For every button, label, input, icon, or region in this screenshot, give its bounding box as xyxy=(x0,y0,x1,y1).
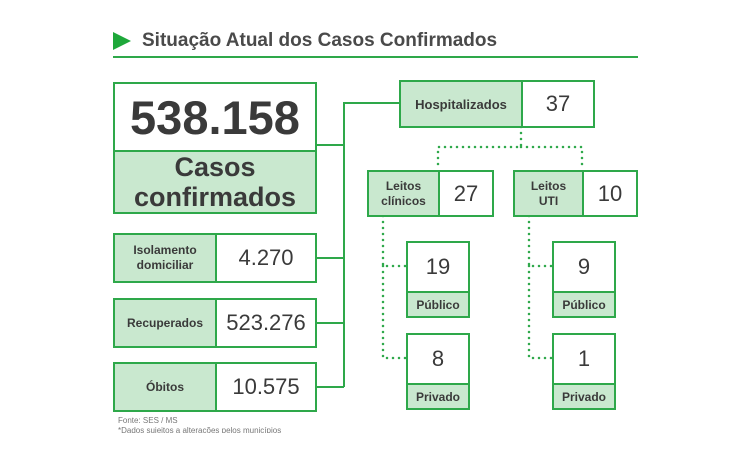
clinical-private-value: 8 xyxy=(431,346,445,371)
isolation-label: Isolamento domiciliar xyxy=(115,235,217,281)
hospitalized-value: 37 xyxy=(545,91,571,116)
deaths-card: Óbitos 10.575 xyxy=(113,362,317,412)
icu-private-label: Privado xyxy=(554,383,614,408)
icu-private-value: 1 xyxy=(577,346,591,371)
dotted-clinical-private xyxy=(381,264,408,360)
recovered-card: Recuperados 523.276 xyxy=(113,298,317,348)
dotted-uti-private xyxy=(527,264,554,360)
total-cases-label-line1: Casos xyxy=(174,152,256,182)
isolation-label-line2: domiciliar xyxy=(136,258,194,272)
deaths-label: Óbitos xyxy=(115,364,217,410)
clinical-beds-label: Leitos clínicos xyxy=(369,172,440,215)
icu-beds-card: Leitos UTI 10 xyxy=(513,170,638,217)
triangle-right-icon xyxy=(113,32,131,50)
isolation-card: Isolamento domiciliar 4.270 xyxy=(113,233,317,283)
clinical-beds-value: 27 xyxy=(453,180,479,206)
page-title: Situação Atual dos Casos Confirmados xyxy=(142,30,498,51)
isolation-label-line1: Isolamento xyxy=(133,243,197,257)
total-cases-label: Casos confirmados xyxy=(115,150,315,212)
icu-beds-label-line1: Leitos xyxy=(530,178,567,193)
icu-public-label: Público xyxy=(554,291,614,316)
icu-beds-label-line2: UTI xyxy=(538,193,559,208)
icu-beds-value: 10 xyxy=(597,180,623,206)
dotted-clinical-public xyxy=(381,214,408,268)
recovered-label: Recuperados xyxy=(115,300,217,346)
icu-private-card: 1 Privado xyxy=(552,333,616,410)
clinical-public-card: 19 Público xyxy=(406,241,470,318)
clinical-private-card: 8 Privado xyxy=(406,333,470,410)
total-cases-label-line2: confirmados xyxy=(133,182,297,212)
deaths-value: 10.575 xyxy=(232,374,300,399)
total-cases-card: 538.158 Casos confirmados xyxy=(113,82,317,214)
total-cases-value: 538.158 xyxy=(130,90,300,144)
icu-public-value: 9 xyxy=(577,254,591,279)
hospitalized-card: Hospitalizados 37 xyxy=(399,80,595,128)
connector-trunk xyxy=(343,102,400,387)
clinical-beds-card: Leitos clínicos 27 xyxy=(367,170,494,217)
recovered-value: 523.276 xyxy=(226,310,306,335)
clinical-public-label: Público xyxy=(408,291,468,316)
hospitalized-label: Hospitalizados xyxy=(401,82,523,126)
icu-public-card: 9 Público xyxy=(552,241,616,318)
icu-beds-label: Leitos UTI xyxy=(515,172,584,215)
dotted-hosp-split xyxy=(436,125,523,172)
dotted-hosp-uti xyxy=(519,145,584,172)
clinical-public-value: 19 xyxy=(425,254,451,279)
title-underline xyxy=(113,56,638,58)
isolation-value: 4.270 xyxy=(238,245,294,270)
dotted-uti-public xyxy=(527,214,554,268)
clinical-beds-label-line2: clínicos xyxy=(381,193,426,208)
clinical-private-label: Privado xyxy=(408,383,468,408)
disclaimer-note: *Dados sujeitos a alterações pelos munic… xyxy=(118,426,282,433)
clinical-beds-label-line1: Leitos xyxy=(385,178,422,193)
source-note: Fonte: SES / MS xyxy=(118,416,178,425)
